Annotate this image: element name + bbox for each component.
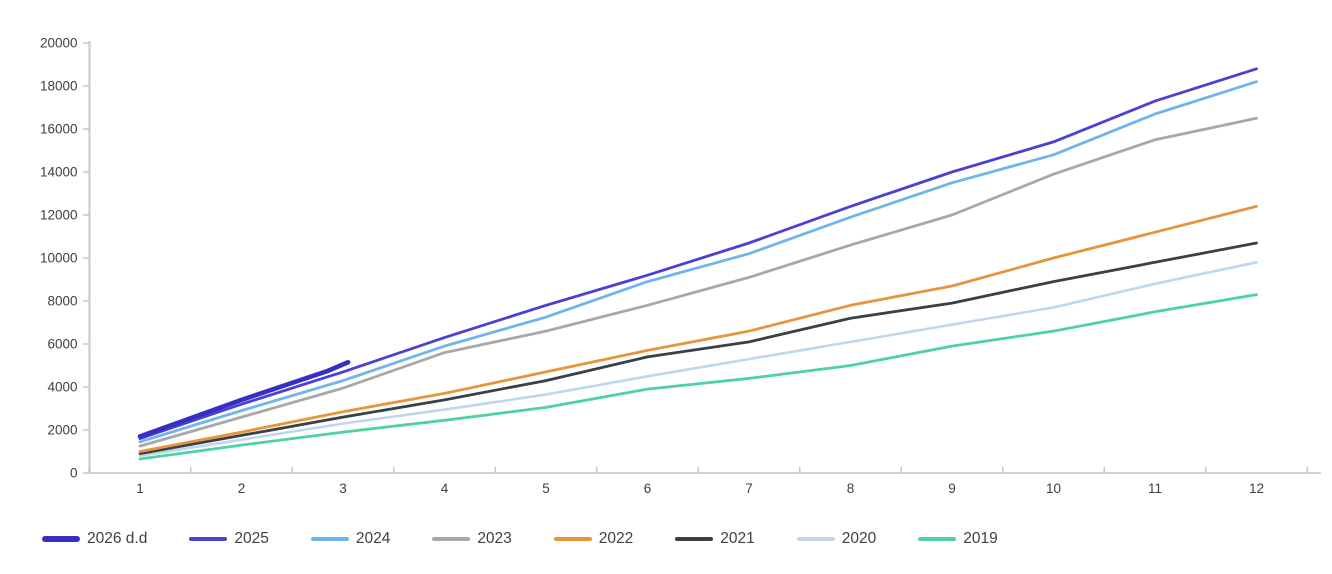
legend-item-2022[interactable]: 2022 [553,530,634,548]
series-line-2019[interactable] [138,293,1258,461]
y-axis-label: 12000 [40,208,78,223]
legend-item-2026-d-d[interactable]: 2026 d.d [42,530,147,548]
legend-swatch-2025 [189,537,228,541]
series-line-2022[interactable] [138,205,1258,453]
legend-swatch-2023 [432,537,471,541]
legend-swatch-2020 [796,537,835,541]
x-axis-label: 11 [1148,481,1162,496]
legend-label-2020: 2020 [841,530,877,547]
x-axis-label: 7 [745,481,753,496]
y-axis-label: 4000 [47,380,77,395]
x-axis-label: 8 [847,481,855,496]
legend-swatch-2019 [918,537,957,541]
legend-label-2019: 2019 [963,530,998,547]
legend-label-2025: 2025 [234,530,269,547]
x-axis-label: 12 [1249,481,1264,496]
y-axis-label: 18000 [40,79,78,94]
legend-item-2024[interactable]: 2024 [310,530,391,548]
chart-legend: 2026 d.d 2025 2024 2023 2022 2021 2020 2019 [42,530,998,548]
legend-item-2021[interactable]: 2021 [675,530,755,548]
legend-item-2019[interactable]: 2019 [918,530,998,548]
legend-item-2025[interactable]: 2025 [189,530,269,548]
y-axis-label: 16000 [40,122,78,137]
legend-swatch-2021 [675,537,714,541]
legend-label-2023: 2023 [477,530,512,547]
y-axis-label: 14000 [40,165,78,180]
series-line-2020[interactable] [138,261,1258,458]
series-line-2025[interactable] [138,67,1258,440]
x-axis-label: 9 [948,481,956,496]
legend-label-2024: 2024 [355,530,391,547]
legend-swatch-2026-d-d [42,536,80,542]
y-axis-label: 2000 [47,423,77,438]
x-axis-label: 6 [644,481,652,496]
legend-label-2021: 2021 [720,530,755,547]
series-line-2026-d-d[interactable] [137,360,351,439]
y-axis-label: 0 [70,466,78,481]
legend-label-2022: 2022 [598,530,634,547]
y-axis-label: 6000 [47,337,77,352]
y-axis-label: 8000 [47,294,77,309]
legend-swatch-2024 [310,537,349,541]
series-line-2021[interactable] [138,241,1258,455]
x-axis-label: 2 [238,481,246,496]
x-axis-label: 3 [339,481,347,496]
x-axis-label: 1 [136,481,144,496]
legend-label-2026-d-d: 2026 d.d [87,530,148,547]
legend-item-2023[interactable]: 2023 [432,530,512,548]
legend-item-2020[interactable]: 2020 [796,530,877,548]
y-axis-label: 20000 [40,36,78,51]
series-line-2024[interactable] [138,80,1258,444]
series-line-2023[interactable] [138,116,1258,448]
x-axis-label: 5 [542,481,550,496]
x-axis-label: 4 [441,481,449,496]
legend-swatch-2022 [553,537,592,541]
y-axis-label: 10000 [40,251,78,266]
x-axis-label: 10 [1046,481,1061,496]
